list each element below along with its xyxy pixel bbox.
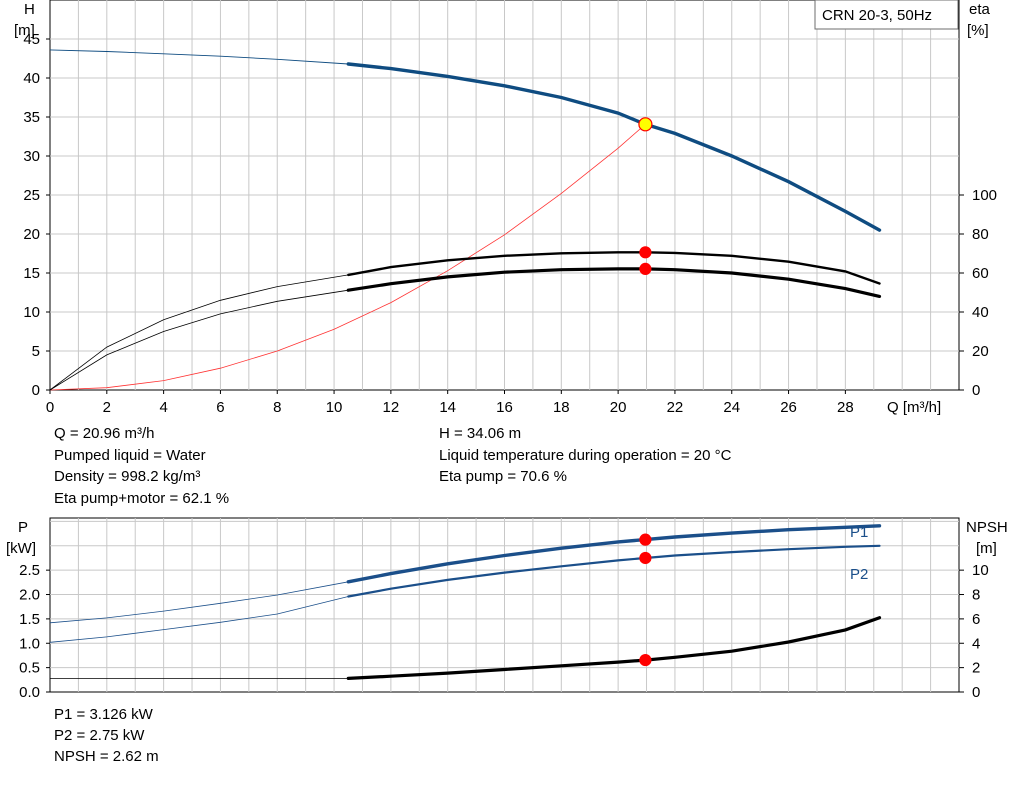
eta-pump-value: Eta pump = 70.6 % bbox=[439, 466, 567, 487]
p2-curve-label: P2 bbox=[850, 566, 868, 583]
q-tick-label: 26 bbox=[780, 399, 797, 416]
h-axis-title: H bbox=[24, 1, 35, 18]
p-tick-label: 2.0 bbox=[19, 587, 40, 604]
q-tick-label: 2 bbox=[103, 399, 111, 416]
eta-tick-label: 100 bbox=[972, 187, 997, 204]
q-tick-label: 8 bbox=[273, 399, 281, 416]
q-tick-label: 16 bbox=[496, 399, 513, 416]
npsh-tick-label: 8 bbox=[972, 587, 980, 604]
h-tick-label: 20 bbox=[23, 226, 40, 243]
q-tick-label: 4 bbox=[159, 399, 167, 416]
h-tick-label: 40 bbox=[23, 70, 40, 87]
eta-pump-motor-value: Eta pump+motor = 62.1 % bbox=[54, 488, 229, 509]
q-tick-label: 0 bbox=[46, 399, 54, 416]
head-duty-marker bbox=[639, 118, 652, 131]
bottom-duty-markers bbox=[640, 534, 651, 665]
eta-tick-label: 20 bbox=[972, 343, 989, 360]
eta-tick-label: 40 bbox=[972, 304, 989, 321]
npsh-axis-unit: [m] bbox=[976, 540, 997, 557]
q-tick-label: 18 bbox=[553, 399, 570, 416]
h-tick-label: 30 bbox=[23, 148, 40, 165]
q-axis-title: Q [m³/h] bbox=[887, 399, 941, 416]
npsh-axis-title: NPSH bbox=[966, 519, 1008, 536]
p-tick-label: 0.5 bbox=[19, 660, 40, 677]
eta-tick-label: 80 bbox=[972, 226, 989, 243]
p2-curve bbox=[348, 546, 879, 597]
p1-curve-label: P1 bbox=[850, 524, 868, 541]
eta-pump-motor-duty-marker bbox=[640, 263, 651, 274]
h-tick-label: 5 bbox=[32, 343, 40, 360]
h-axis-unit: [m] bbox=[14, 22, 35, 39]
npsh-tick-label: 0 bbox=[972, 684, 980, 701]
p-tick-label: 1.5 bbox=[19, 611, 40, 628]
h-tick-label: 0 bbox=[32, 382, 40, 399]
system-curve bbox=[50, 124, 645, 390]
npsh-duty-marker bbox=[640, 655, 651, 666]
head-curve bbox=[348, 64, 879, 230]
p1-curve-extended bbox=[50, 582, 348, 623]
eta-axis-title: eta bbox=[969, 1, 991, 18]
eta-tick-label: 0 bbox=[972, 382, 980, 399]
top-duty-markers bbox=[639, 118, 652, 275]
duty-flow: Q = 20.96 m³/h bbox=[54, 423, 154, 444]
npsh-curve bbox=[348, 618, 879, 679]
eta-axis-unit: [%] bbox=[967, 22, 989, 39]
pumped-liquid: Pumped liquid = Water bbox=[54, 445, 206, 466]
liquid-density: Density = 998.2 kg/m³ bbox=[54, 466, 200, 487]
p1-value: P1 = 3.126 kW bbox=[54, 704, 153, 725]
pump-label: CRN 20-3, 50Hz bbox=[822, 7, 932, 24]
p-axis-unit: [kW] bbox=[6, 540, 36, 557]
bottom-curves bbox=[50, 526, 880, 679]
npsh-value: NPSH = 2.62 m bbox=[54, 746, 159, 767]
p-tick-label: 0.0 bbox=[19, 684, 40, 701]
q-tick-label: 10 bbox=[326, 399, 343, 416]
npsh-tick-label: 2 bbox=[972, 660, 980, 677]
p-tick-label: 1.0 bbox=[19, 635, 40, 652]
npsh-tick-label: 10 bbox=[972, 562, 989, 579]
head-curve-extended bbox=[50, 50, 348, 64]
q-tick-label: 6 bbox=[216, 399, 224, 416]
q-tick-label: 12 bbox=[383, 399, 400, 416]
p-axis-title: P bbox=[18, 519, 28, 536]
eta-pump-motor-curve-extended bbox=[50, 290, 348, 390]
eta-tick-label: 60 bbox=[972, 265, 989, 282]
q-tick-label: 14 bbox=[439, 399, 456, 416]
p2-duty-marker bbox=[640, 552, 651, 563]
top-curves bbox=[50, 50, 880, 390]
q-tick-label: 22 bbox=[667, 399, 684, 416]
q-tick-label: 20 bbox=[610, 399, 627, 416]
liquid-temperature: Liquid temperature during operation = 20… bbox=[439, 445, 731, 466]
h-tick-label: 10 bbox=[23, 304, 40, 321]
p1-duty-marker bbox=[640, 534, 651, 545]
duty-head: H = 34.06 m bbox=[439, 423, 521, 444]
npsh-tick-label: 6 bbox=[972, 611, 980, 628]
npsh-tick-label: 4 bbox=[972, 635, 980, 652]
q-tick-label: 28 bbox=[837, 399, 854, 416]
h-tick-label: 35 bbox=[23, 109, 40, 126]
top-grid bbox=[50, 0, 959, 390]
p1-curve bbox=[348, 526, 879, 582]
p2-curve-extended bbox=[50, 597, 348, 643]
h-tick-label: 15 bbox=[23, 265, 40, 282]
h-tick-label: 25 bbox=[23, 187, 40, 204]
p2-value: P2 = 2.75 kW bbox=[54, 725, 144, 746]
p-tick-label: 2.5 bbox=[19, 562, 40, 579]
bottom-grid bbox=[50, 518, 959, 692]
q-tick-label: 24 bbox=[723, 399, 740, 416]
eta-pump-duty-marker bbox=[640, 247, 651, 258]
